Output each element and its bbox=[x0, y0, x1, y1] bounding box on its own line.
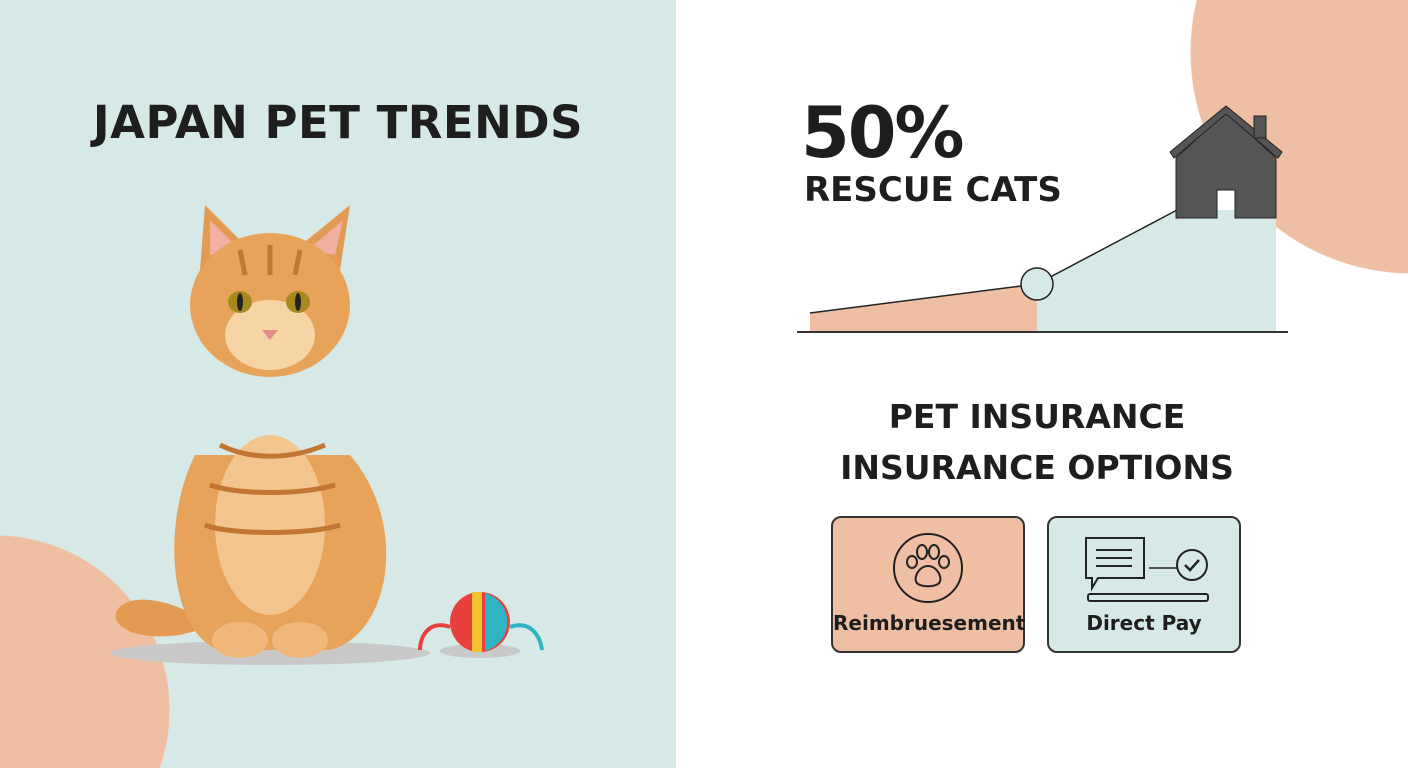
mint-area bbox=[1037, 210, 1276, 332]
paw-icon bbox=[893, 533, 963, 603]
document-check-icon bbox=[1085, 537, 1209, 602]
option-label: Reimbruesement bbox=[833, 611, 1026, 635]
insurance-heading: PET INSURANCE bbox=[888, 397, 1186, 436]
milestone-marker bbox=[1020, 267, 1054, 301]
rescue-label: RESCUE CATS bbox=[804, 170, 1062, 210]
page-title: JAPAN PET TRENDS bbox=[92, 96, 584, 149]
option-direct-pay[interactable]: Direct Pay bbox=[1047, 516, 1241, 653]
cat-illustration bbox=[110, 205, 544, 665]
option-reimbursement[interactable]: Reimbruesement bbox=[831, 516, 1025, 653]
rescue-path-diagram bbox=[797, 105, 1288, 333]
toy-ball-icon bbox=[418, 592, 544, 658]
house-icon bbox=[1169, 105, 1283, 219]
option-label: Direct Pay bbox=[1086, 611, 1202, 635]
left-panel: JAPAN PET TRENDS bbox=[0, 0, 676, 768]
rescue-percentage: 50% bbox=[801, 92, 965, 174]
peach-area bbox=[810, 284, 1037, 332]
insurance-subheading: INSURANCE OPTIONS bbox=[840, 448, 1234, 487]
